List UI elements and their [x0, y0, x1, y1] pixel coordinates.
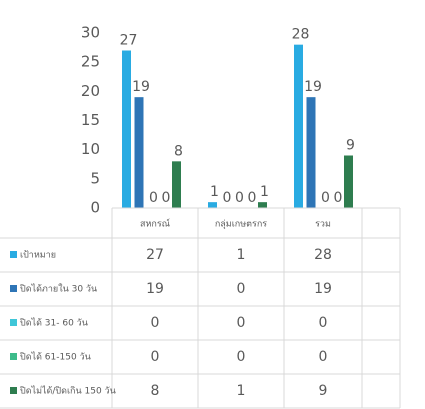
- bar: [306, 97, 316, 208]
- data-label: 19: [304, 79, 322, 95]
- bar: [172, 161, 181, 208]
- y-tick-label: 5: [90, 169, 100, 187]
- table-cell: 8: [151, 383, 160, 399]
- y-tick-label: 0: [90, 199, 100, 217]
- legend-label: เป้าหมาย: [20, 250, 56, 261]
- table-cell: 0: [319, 349, 328, 365]
- legend-label: ปิดได้ภายใน 30 วัน: [20, 284, 97, 295]
- bar: [122, 50, 131, 208]
- y-tick-label: 20: [81, 82, 100, 100]
- data-label: 0: [321, 190, 330, 206]
- legend-label: ปิดได้ 31- 60 วัน: [20, 318, 88, 329]
- table-cell: 0: [151, 349, 160, 365]
- data-label: 1: [210, 184, 219, 200]
- table-cell: 0: [237, 281, 246, 297]
- category-label: สหกรณ์: [140, 218, 170, 230]
- bar: [294, 44, 303, 208]
- legend-swatch: [10, 387, 17, 394]
- y-tick-label: 30: [81, 24, 100, 42]
- table-cell: 1: [237, 247, 246, 263]
- table-cell: 0: [237, 315, 246, 331]
- table-cell: 1: [237, 383, 246, 399]
- table-cell: 9: [319, 383, 328, 399]
- legend-label: ปิดไม่ได้/ปิดเกิน 150 วัน: [20, 386, 116, 397]
- table-cell: 0: [151, 315, 160, 331]
- table-cell: 27: [146, 247, 164, 263]
- data-label: 1: [260, 184, 269, 200]
- data-label: 0: [149, 190, 158, 206]
- category-label: รวม: [315, 220, 331, 230]
- data-label: 28: [292, 27, 310, 43]
- y-tick-label: 10: [81, 140, 100, 158]
- bar: [134, 97, 144, 208]
- data-label: 0: [162, 190, 171, 206]
- data-label: 0: [223, 190, 232, 206]
- data-label: 8: [174, 143, 183, 159]
- data-label: 0: [334, 190, 343, 206]
- table-cell: 19: [314, 281, 332, 297]
- bar: [258, 202, 267, 208]
- table-cell: 28: [314, 247, 332, 263]
- legend-swatch: [10, 353, 17, 360]
- y-tick-label: 25: [81, 53, 100, 71]
- data-label: 27: [120, 33, 138, 49]
- bar: [344, 155, 353, 208]
- category-label: กลุ่มเกษตรกร: [215, 220, 267, 230]
- table-cell: 0: [319, 315, 328, 331]
- data-label: 9: [346, 138, 355, 154]
- table-cell: 0: [237, 349, 246, 365]
- y-tick-label: 15: [81, 111, 100, 129]
- bar: [208, 202, 217, 208]
- legend-label: ปิดได้ 61-150 วัน: [20, 352, 91, 363]
- legend-swatch: [10, 319, 17, 326]
- table-cell: 19: [146, 281, 164, 297]
- data-label: 0: [248, 190, 257, 206]
- data-label: 19: [132, 79, 150, 95]
- data-label: 0: [235, 190, 244, 206]
- legend-swatch: [10, 251, 17, 258]
- legend-swatch: [10, 285, 17, 292]
